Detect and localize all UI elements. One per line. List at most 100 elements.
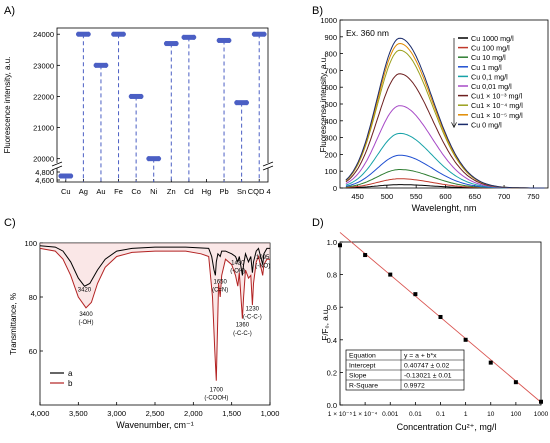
peak-annotation: (-OH): [79, 320, 94, 326]
axis-break-mark-right: [262, 161, 274, 171]
y-tick-label: 100: [24, 239, 37, 248]
y-tick-label: 1.0: [327, 238, 337, 247]
x-tick-label: 750: [527, 192, 540, 201]
x-tick-label: 10: [487, 411, 495, 418]
y-tick-label: 600: [324, 83, 337, 92]
legend-label: Cu 10 mg/l: [471, 53, 506, 62]
x-tick-label: Pb: [219, 187, 228, 196]
x-tick-label: 2,500: [146, 409, 165, 418]
x-tick-label: 1,000: [261, 409, 280, 418]
y-tick-label: 1000: [320, 16, 337, 25]
data-point: [438, 314, 443, 319]
peak-annotation: 1700: [210, 388, 224, 394]
data-point: [539, 399, 543, 404]
x-axis-label: Concentration Cu²⁺, mg/l: [397, 422, 497, 432]
stats-value: -0.13021 ± 0.01: [404, 373, 452, 380]
axis-break-gap: [52, 163, 62, 168]
x-tick-label: 1000: [534, 411, 549, 418]
peak-annotation: 3420: [78, 288, 92, 294]
axis-break-gap-right: [263, 163, 273, 168]
y-tick-label: 500: [324, 100, 337, 109]
y-tick-label: 900: [324, 33, 337, 42]
y-tick-label: 21000: [33, 124, 54, 133]
y-tick-label: 4,600: [35, 176, 54, 185]
stats-value: y = a + b*x: [404, 353, 437, 360]
data-point: [163, 41, 169, 46]
y-axis-label: Fluorescense intensity, a.u.: [319, 56, 328, 153]
legend-label: b: [68, 379, 73, 388]
data-bar-point: [218, 37, 231, 43]
data-bar-point: [77, 31, 90, 37]
stats-label: R-Square: [349, 383, 378, 390]
data-point: [363, 253, 368, 258]
panel-label-b: B): [312, 5, 323, 17]
peak-annotation: (C=N): [212, 288, 228, 294]
data-bar-point: [147, 156, 160, 162]
legend-label: Cu 1000 mg/l: [471, 34, 514, 43]
peak-annotation: 3400: [79, 312, 93, 318]
y-tick-label: 100: [324, 167, 337, 176]
peak-annotation: 1650: [213, 280, 227, 286]
x-tick-label: 1: [464, 411, 468, 418]
peak-annotation: 1420: [231, 261, 245, 267]
peak-annotation: (-NO): [255, 263, 270, 269]
data-point: [234, 100, 240, 106]
y-tick-label: 0.2: [327, 368, 337, 377]
y-tick-label: 20000: [33, 155, 54, 164]
y-axis-label: F/F₀, a.u.: [321, 307, 330, 340]
spectrum-b-fill: [40, 243, 270, 381]
x-tick-label: 700: [498, 192, 511, 201]
excitation-annotation: Ex. 360 nm: [346, 28, 389, 38]
y-axis-label: Transmittance, %: [9, 293, 18, 355]
y-tick-label: 0.4: [327, 336, 337, 345]
x-tick-label: 100: [510, 411, 521, 418]
data-point: [75, 31, 81, 37]
stats-label: Slope: [349, 373, 367, 380]
panel-label-a: A): [4, 5, 15, 17]
stats-label: Intercept: [349, 363, 376, 370]
legend-label: Cu1 × 10⁻³ mg/l: [471, 92, 523, 101]
x-tick-label: 550: [410, 192, 423, 201]
data-bar-point: [253, 31, 266, 37]
data-point: [251, 31, 257, 37]
data-point: [388, 272, 393, 277]
x-tick-label: 1 × 10⁻⁵: [328, 411, 353, 418]
y-tick-label: 700: [324, 66, 337, 75]
x-tick-label: Au: [96, 187, 105, 196]
data-point: [121, 31, 126, 37]
legend-label: Cu 0,1 mg/l: [471, 72, 508, 81]
legend-label: Cu1 × 10⁻⁵ mg/l: [471, 111, 523, 120]
data-bar-point: [235, 100, 248, 106]
panel-label-d: D): [312, 217, 324, 229]
panel-label-c: C): [4, 217, 16, 229]
data-bar-point: [182, 34, 195, 40]
x-tick-label: CQD 4: [248, 187, 271, 196]
peak-annotation: (-C-C-): [233, 331, 252, 337]
stats-value: 0.40747 ± 0.02: [404, 363, 450, 370]
y-tick-label: 300: [324, 134, 337, 143]
legend-label: Cu 0 mg/l: [471, 120, 502, 129]
data-point: [138, 94, 144, 99]
axis-break-mark: [51, 161, 63, 171]
y-tick-label: 80: [29, 293, 37, 302]
data-bar-point: [59, 173, 72, 179]
legend-label: Cu1 × 10⁻⁴ mg/l: [471, 101, 523, 110]
data-point: [413, 292, 418, 297]
data-bar-point: [165, 41, 178, 47]
legend-label: a: [68, 369, 73, 378]
x-axis-label: Wavelenght, nm: [412, 203, 477, 213]
data-point: [463, 337, 468, 342]
x-tick-label: Ni: [150, 187, 157, 196]
x-tick-label: 1,500: [222, 409, 241, 418]
spectrum-line: [345, 37, 545, 189]
data-bar-point: [130, 93, 143, 99]
data-bar-point: [94, 62, 107, 68]
x-tick-label: 450: [351, 192, 364, 201]
data-point: [488, 360, 493, 365]
legend-label: Cu 1 mg/l: [471, 63, 502, 72]
data-point: [146, 156, 152, 162]
data-bar-point: [112, 31, 125, 37]
x-tick-label: 3,500: [69, 409, 88, 418]
peak-annotation: (-C-C-): [243, 315, 262, 321]
